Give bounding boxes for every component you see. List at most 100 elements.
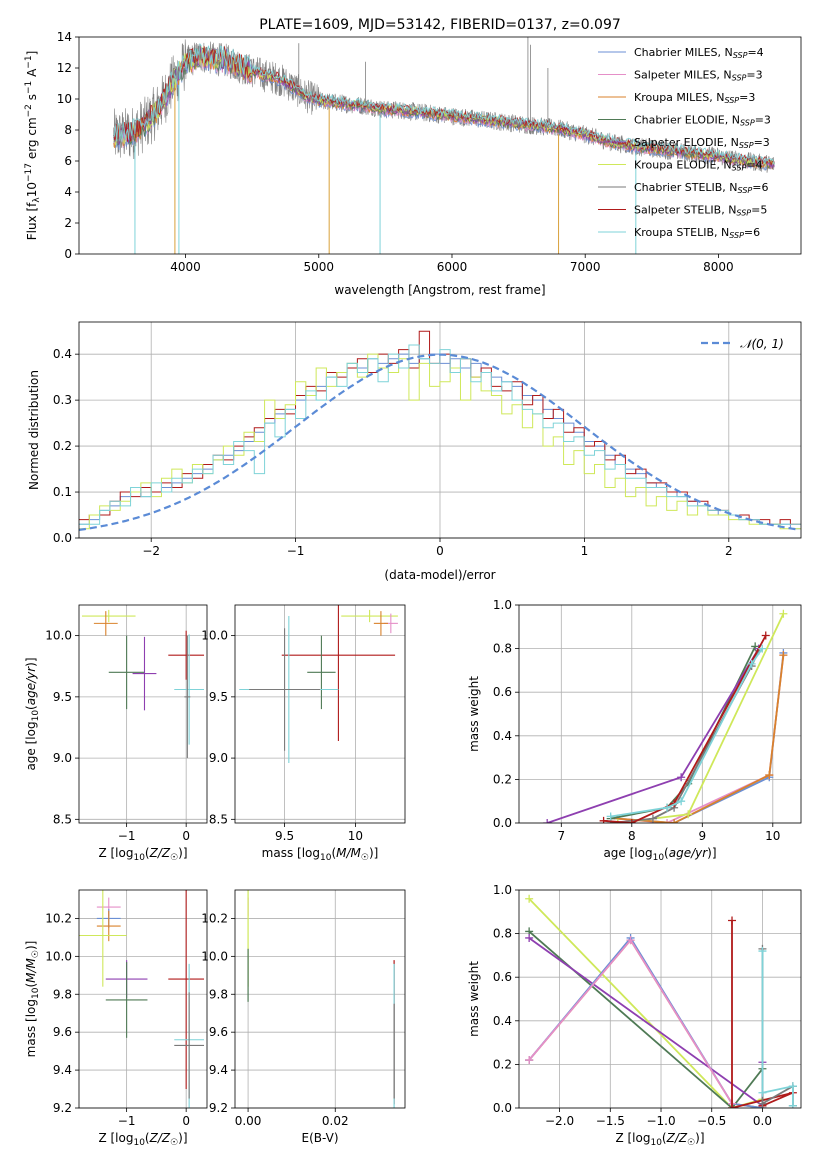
- y-tick-label: 0.4: [493, 729, 512, 743]
- data-point-marker: [627, 819, 636, 823]
- y-tick-label: 9.8: [209, 987, 228, 1001]
- y-tick-label: 10.0: [201, 949, 228, 963]
- y-tick-label: 0.0: [53, 531, 72, 545]
- x-axis-label: Z [log10(Z/Z☉)]: [615, 1131, 704, 1148]
- series-line: [617, 654, 785, 823]
- series-line: [528, 898, 763, 1108]
- errorbar-point: [168, 630, 205, 680]
- series-line: [603, 635, 767, 823]
- data-point-marker: [761, 631, 770, 640]
- series-salpeter-miles: [525, 936, 737, 1108]
- data-point-marker: [758, 1088, 767, 1097]
- y-axis-label: age [log10(age/yr)]: [24, 657, 41, 770]
- x-tick-label: 0: [182, 829, 190, 843]
- y-tick-label: 0.4: [493, 1014, 512, 1028]
- y-tick-label: 0.6: [493, 685, 512, 699]
- errorbar-point: [105, 962, 148, 1038]
- data-point-marker: [747, 659, 756, 668]
- legend-entry: 𝒩(0, 1): [740, 337, 784, 351]
- errorbar-point: [249, 628, 320, 751]
- data-point-marker: [626, 936, 635, 945]
- plot-area: [239, 605, 398, 763]
- series-line: [617, 652, 785, 823]
- y-tick-label: 9.5: [53, 690, 72, 704]
- errorbar-point: [81, 609, 136, 623]
- x-tick-label: 5000: [304, 260, 335, 274]
- axes-age-vs-Z: −1 0 8.5 9.0 9.5 10.0 Z [log10(Z/Z☉)] age [log1…: [24, 604, 208, 863]
- errorbar-point: [132, 636, 157, 711]
- x-tick-label: 0.00: [235, 1114, 262, 1128]
- plot-area: [113, 37, 775, 254]
- y-tick-label: 1.0: [493, 598, 512, 612]
- y-tick-label: 0.8: [493, 642, 512, 656]
- x-tick-label: −0.5: [697, 1114, 726, 1128]
- data-point-marker: [765, 771, 774, 780]
- axes-frame: [234, 604, 406, 824]
- figure-title: PLATE=1609, MJD=53142, FIBERID=0137, z=0…: [259, 17, 621, 33]
- gaussian-curve: [79, 353, 799, 531]
- axes-frame: [78, 36, 802, 255]
- data-point-marker: [670, 819, 679, 823]
- series-chabrier-stelib: [758, 944, 797, 1108]
- y-axis-label: mass [log10(M/M☉)]: [24, 941, 41, 1058]
- y-tick-label: 9.2: [53, 1101, 72, 1115]
- y-tick-label: 8: [64, 123, 72, 137]
- x-axis-label: E(B-V): [301, 1131, 338, 1145]
- plot-area: [247, 890, 395, 1108]
- axes-mass-vs-EBV: 0.00 0.02 9.2 9.4 9.6 9.8 10.0 10.2 E(B-V): [201, 889, 406, 1145]
- y-tick-label: 9.0: [209, 751, 228, 765]
- y-tick-label: 12: [57, 61, 72, 75]
- y-tick-label: 0.2: [493, 772, 512, 786]
- series-chabrier-stelib: [606, 646, 763, 823]
- legend-entry: Chabrier ELODIE, NSSP=3: [634, 114, 771, 128]
- y-axis-label: Normed distribution: [27, 370, 41, 490]
- y-tick-label: 9.0: [53, 751, 72, 765]
- errorbar-point: [174, 634, 205, 745]
- x-tick-label: −2.0: [545, 1114, 574, 1128]
- y-tick-label: 10.0: [45, 629, 72, 643]
- model-line-kroupa-stelib: [113, 42, 775, 165]
- axes-residuals: −2 −1 0 1 2 0.0 0.1 0.2 0.3 0.4 (data-model)/error…: [27, 321, 802, 582]
- y-axis-label: mass weight: [467, 676, 481, 752]
- axes-spectrum: 4000 5000 6000 7000 8000 0 2 4 6 8 10 12 14 wavelengt…: [24, 30, 802, 297]
- errorbar-point: [174, 992, 205, 1099]
- legend-entry: Salpeter MILES, NSSP=3: [634, 69, 763, 83]
- data-point-marker: [525, 894, 534, 903]
- y-tick-label: 0.4: [53, 347, 72, 361]
- x-tick-label: 6000: [437, 260, 468, 274]
- legend-entry: Chabrier MILES, NSSP=4: [634, 46, 764, 60]
- axes-age-vs-mass: 9.5 10 8.5 9.0 9.5 10.0 mass [log10(M/M☉)]: [201, 604, 406, 863]
- y-tick-label: 0.3: [53, 393, 72, 407]
- data-point-marker: [758, 1099, 767, 1108]
- x-tick-label: −2: [142, 544, 160, 558]
- series-line: [617, 654, 785, 823]
- y-tick-label: 0.2: [53, 439, 72, 453]
- x-tick-label: 0.0: [753, 1114, 772, 1128]
- axes-weight-vs-age: 7 8 9 10 0.0 0.2 0.4 0.6 0.8 1.0 age [log10(age/yr…: [467, 598, 802, 863]
- axes-weight-vs-Z: −2.0 −1.5 −1.0 −0.5 0.0 0.0 0.2 0.4 0.6 0.8 1.0 Z […: [467, 883, 802, 1148]
- hist-kroupa-stelib: [79, 344, 801, 525]
- axes-frame: [78, 604, 208, 824]
- axes-frame: [518, 889, 802, 1109]
- y-tick-label: 4: [64, 185, 72, 199]
- errorbar-point: [307, 635, 336, 710]
- legend-entry: Kroupa ELODIE, NSSP=4: [634, 159, 763, 173]
- x-tick-label: 0: [182, 1114, 190, 1128]
- legend-entry: Kroupa MILES, NSSP=3: [634, 91, 755, 105]
- y-tick-label: 9.4: [209, 1063, 228, 1077]
- x-tick-label: 2: [725, 544, 733, 558]
- series-kroupa-stelib: [606, 644, 767, 821]
- series-salpeter-stelib: [599, 631, 770, 823]
- data-point-marker: [788, 1082, 797, 1091]
- errorbar-point: [96, 910, 121, 942]
- y-tick-label: 10.0: [201, 629, 228, 643]
- y-tick-label: 10.2: [45, 911, 72, 925]
- x-axis-label: (data-model)/error: [384, 568, 495, 582]
- plot-area: [525, 894, 797, 1108]
- errorbar-point: [373, 611, 388, 636]
- y-tick-label: 8.5: [53, 812, 72, 826]
- legend-entry: Chabrier STELIB, NSSP=6: [634, 181, 768, 195]
- errorbar-point: [168, 890, 205, 1090]
- hist-salpeter-stelib: [79, 330, 801, 525]
